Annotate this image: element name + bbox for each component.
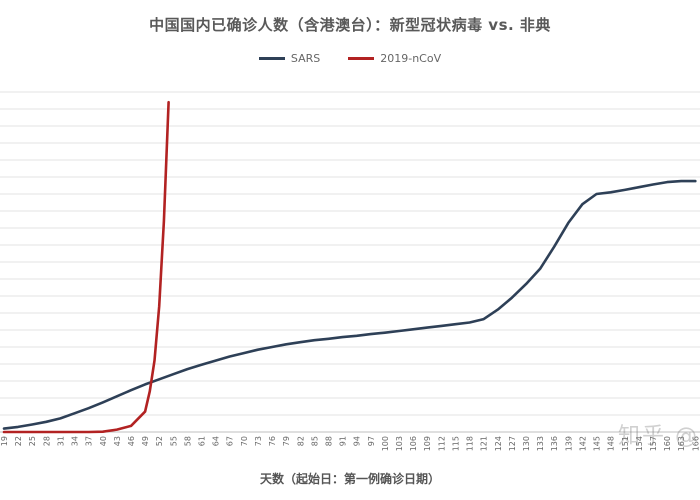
x-tick-label: 160 (663, 436, 672, 451)
x-tick-label: 61 (198, 436, 207, 446)
legend-item-sars: SARS (258, 52, 321, 65)
x-tick-label: 34 (71, 436, 80, 446)
x-tick-label: 37 (85, 436, 94, 446)
x-axis-label: 天数（起始日：第一例确诊日期） (259, 472, 440, 486)
legend: SARS 2019-nCoV (0, 52, 700, 65)
x-tick-label: 28 (42, 436, 51, 446)
x-tick-label: 25 (28, 436, 37, 446)
x-tick-label: 145 (593, 436, 602, 451)
x-tick-label: 19 (0, 436, 9, 446)
x-tick-label: 70 (240, 436, 249, 446)
x-tick-label: 43 (113, 436, 122, 446)
x-tick-label: 121 (480, 436, 489, 451)
x-tick-label: 82 (296, 436, 305, 446)
x-tick-label: 46 (127, 436, 136, 446)
x-tick-label: 79 (282, 436, 291, 446)
x-tick-label: 85 (310, 436, 319, 446)
x-tick-label: 55 (169, 436, 178, 446)
x-tick-label: 94 (353, 436, 362, 446)
x-tick-label: 127 (508, 436, 517, 451)
series-line-ncov (2, 100, 170, 434)
x-tick-label: 151 (621, 436, 630, 451)
x-tick-label: 142 (578, 436, 587, 451)
x-tick-label: 109 (423, 436, 432, 451)
x-tick-label: 88 (324, 436, 333, 446)
x-tick-label: 40 (99, 436, 108, 446)
x-tick-label: 100 (381, 436, 390, 451)
legend-swatch-sars (258, 57, 285, 60)
x-tick-label: 112 (437, 436, 446, 451)
x-tick-label: 157 (649, 436, 658, 451)
x-tick-label: 91 (339, 436, 348, 446)
legend-item-ncov: 2019-nCoV (348, 52, 441, 65)
chart-title: 中国国内已确诊人数（含港澳台）：新型冠状病毒 vs. 非典 (149, 16, 551, 34)
x-tick-label: 52 (155, 436, 164, 446)
plot-area: 19 22 25 28 31 34 37 40 43 46 49 52 55 58 61 64 67 70 73 76… (0, 91, 700, 451)
legend-label-ncov: 2019-nCoV (380, 52, 442, 65)
gridlines (0, 91, 700, 433)
x-tick-label: 22 (14, 436, 23, 446)
x-tick-label: 103 (395, 436, 404, 451)
x-tick-label: 58 (183, 436, 192, 446)
watermark-logo: 知乎 @ (618, 424, 699, 449)
x-tick-label: 163 (677, 436, 686, 451)
x-tick-label: 154 (635, 436, 644, 451)
x-tick-label: 64 (212, 436, 221, 446)
x-tick-label: 133 (536, 436, 545, 451)
x-tick-label: 76 (268, 436, 277, 446)
x-tick-label: 130 (522, 436, 531, 451)
x-tick-label: 97 (367, 436, 376, 446)
series-line-sars (2, 179, 697, 430)
x-tick-label: 31 (56, 436, 65, 446)
series-layer (2, 100, 697, 434)
legend-swatch-ncov (348, 57, 375, 60)
x-tick-labels: 19 22 25 28 31 34 37 40 43 46 49 52 55 58 61 64 67 70 73 76… (0, 436, 700, 451)
x-tick-label: 73 (254, 436, 263, 446)
x-tick-label: 118 (466, 436, 475, 451)
x-tick-label: 49 (141, 436, 150, 446)
x-tick-label: 148 (607, 436, 616, 451)
legend-label-sars: SARS (290, 52, 321, 65)
x-tick-label: 124 (494, 436, 503, 451)
x-tick-label: 115 (451, 436, 460, 451)
x-tick-label: 139 (564, 436, 573, 451)
x-tick-label: 136 (550, 436, 559, 451)
x-tick-label: 106 (409, 436, 418, 451)
x-tick-label: 166 (691, 436, 700, 451)
x-tick-label: 67 (226, 436, 235, 446)
